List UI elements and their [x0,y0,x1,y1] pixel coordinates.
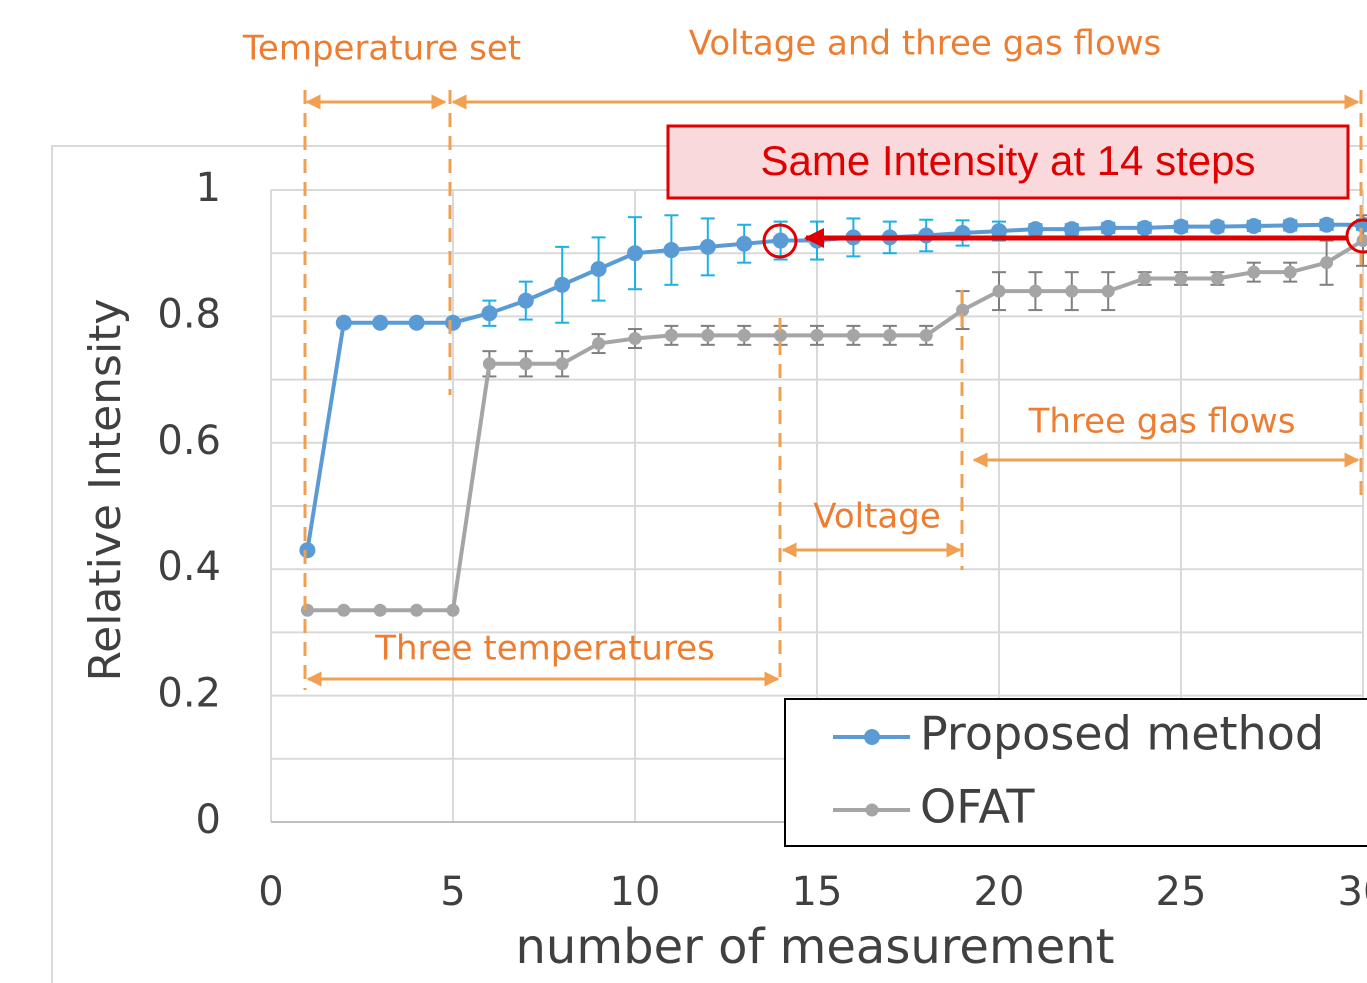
annotation: Voltage [813,497,941,537]
data-point [699,238,716,255]
data-point [992,284,1006,298]
data-point [1173,218,1189,235]
data-point [1136,219,1153,236]
data-point [481,305,498,322]
data-point [1282,217,1299,234]
data-point [555,357,569,371]
callout-text: Same Intensity at 14 steps [761,137,1256,184]
data-point [445,314,461,331]
data-point [736,235,753,252]
data-point [701,328,715,342]
data-point [991,223,1007,240]
data-point [846,328,860,342]
data-point [774,328,788,342]
highlight-circle [762,223,798,259]
data-point [1027,221,1044,238]
legend-marker [864,729,880,745]
annotation: Three temperatures [374,629,715,669]
x-tick-label: 10 [610,869,661,915]
data-point [1138,271,1152,285]
data-point [1028,284,1042,298]
data-point [337,603,351,617]
x-tick-label: 25 [1156,869,1207,915]
y-tick-label: 0.6 [157,418,221,464]
data-point [1100,219,1117,236]
y-tick-label: 1 [196,165,221,211]
data-point [410,603,424,617]
data-point [956,303,970,317]
annotations: Temperature set Voltage and three gas fl… [242,24,1363,690]
data-point [1065,284,1079,298]
data-point [1063,221,1080,238]
data-point [1245,218,1262,235]
data-point [408,314,425,331]
legend: Proposed method OFAT [784,698,1367,847]
data-point [517,292,534,309]
highlight-circle [1345,218,1367,254]
data-point [1174,271,1188,285]
data-point [628,332,642,346]
x-tick-label: 20 [974,869,1025,915]
data-point [664,328,678,342]
data-point [919,328,933,342]
legend-box [784,698,1367,847]
x-tick-label: 0 [258,869,283,915]
y-tick-label: 0.4 [157,544,221,590]
y-tick-label: 0.8 [157,291,221,337]
data-point [663,242,680,259]
data-point [737,328,751,342]
annotation: Temperature set [242,29,521,69]
legend-label: Proposed method [920,707,1324,761]
x-tick-label: 30 [1338,869,1367,915]
legend-marker [865,803,879,817]
data-point [482,357,496,371]
data-point [772,232,789,249]
data-point [592,337,606,351]
annotation: Voltage and three gas flows [689,24,1162,64]
x-tick-label: 15 [792,869,843,915]
legend-label: OFAT [920,780,1035,834]
y-tick-label: 0 [196,797,221,843]
data-point [809,232,825,249]
data-point [299,542,316,559]
data-point [300,603,314,617]
data-point [590,261,607,277]
data-point [554,276,571,293]
data-point [1209,218,1226,235]
x-tick-label: 5 [440,869,465,915]
annotation: Three gas flows [1028,402,1296,442]
data-point [1101,284,1115,298]
data-point [373,603,387,617]
data-point [1283,265,1297,279]
data-point [446,603,460,617]
data-point [1318,216,1335,233]
data-point [372,314,389,331]
data-point [519,357,533,371]
callout-box [666,124,1350,200]
data-point [627,245,643,262]
data-point [883,328,897,342]
data-point [810,328,824,342]
data-point [335,314,352,331]
data-point [1247,265,1261,279]
y-tick-label: 0.2 [157,671,221,717]
chart-frame [51,145,1367,983]
y-axis-label: Relative Intensity [80,299,131,682]
x-axis-label: number of measurement [516,919,1115,975]
data-point [1320,256,1334,270]
callout: Same Intensity at 14 steps [666,124,1367,259]
data-point [1210,271,1224,285]
plot-area: 00.20.40.60.81051015202530 [157,165,1367,915]
